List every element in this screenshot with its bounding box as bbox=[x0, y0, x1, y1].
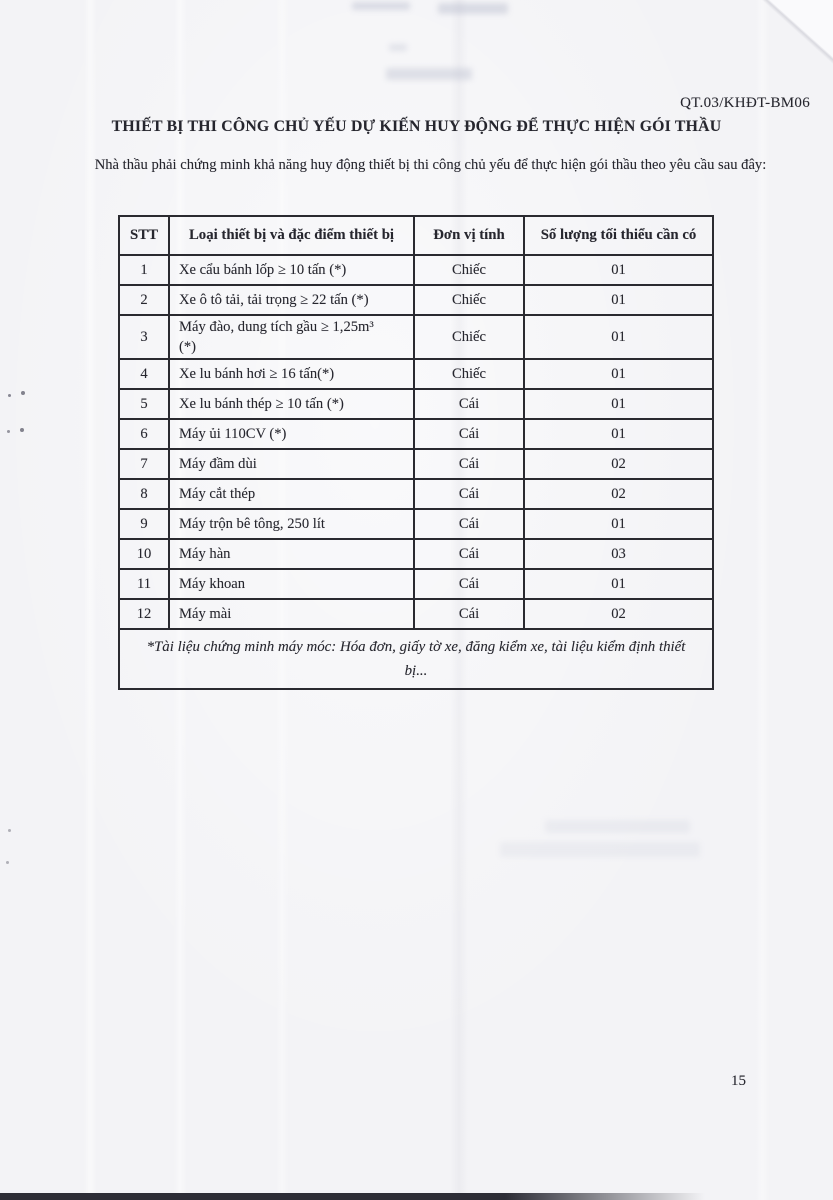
table-row: 7 Máy đầm dùi Cái 02 bbox=[118, 448, 714, 480]
unit-of-measure: Cái bbox=[413, 418, 525, 450]
scan-bottom-edge bbox=[0, 1193, 710, 1200]
equipment-name: Máy đào, dung tích gầu ≥ 1,25m³ (*) bbox=[168, 314, 415, 360]
unit-of-measure: Cái bbox=[413, 568, 525, 600]
table-row: 11 Máy khoan Cái 01 bbox=[118, 568, 714, 600]
equipment-name: Xe lu bánh thép ≥ 10 tấn (*) bbox=[168, 388, 415, 420]
row-index: 4 bbox=[118, 358, 170, 390]
bleedthrough-artifact bbox=[500, 842, 700, 857]
quantity: 03 bbox=[523, 538, 714, 570]
quantity: 02 bbox=[523, 598, 714, 630]
bleedthrough-artifact bbox=[438, 3, 508, 14]
row-index: 2 bbox=[118, 284, 170, 316]
col-header-quantity: Số lượng tối thiểu cần có bbox=[523, 215, 714, 256]
row-index: 6 bbox=[118, 418, 170, 450]
quantity: 01 bbox=[523, 388, 714, 420]
row-index: 3 bbox=[118, 314, 170, 360]
bleedthrough-artifact bbox=[352, 2, 410, 10]
unit-of-measure: Cái bbox=[413, 508, 525, 540]
unit-of-measure: Chiếc bbox=[413, 284, 525, 316]
quantity: 01 bbox=[523, 508, 714, 540]
scan-speck bbox=[8, 394, 11, 397]
quantity: 01 bbox=[523, 254, 714, 286]
unit-of-measure: Cái bbox=[413, 388, 525, 420]
equipment-name: Máy đầm dùi bbox=[168, 448, 415, 480]
col-header-equipment: Loại thiết bị và đặc điểm thiết bị bbox=[168, 215, 415, 256]
unit-of-measure: Cái bbox=[413, 538, 525, 570]
page-title: THIẾT BỊ THI CÔNG CHỦ YẾU DỰ KIẾN HUY ĐỘ… bbox=[111, 118, 722, 135]
row-index: 1 bbox=[118, 254, 170, 286]
page-number: 15 bbox=[731, 1073, 746, 1089]
unit-of-measure: Cái bbox=[413, 598, 525, 630]
unit-of-measure: Chiếc bbox=[413, 314, 525, 360]
unit-of-measure: Cái bbox=[413, 478, 525, 510]
row-index: 5 bbox=[118, 388, 170, 420]
page-corner-fold bbox=[738, 0, 833, 64]
table-row: 5 Xe lu bánh thép ≥ 10 tấn (*) Cái 01 bbox=[118, 388, 714, 420]
equipment-name: Máy trộn bê tông, 250 lít bbox=[168, 508, 415, 540]
table-row: 8 Máy cắt thép Cái 02 bbox=[118, 478, 714, 510]
scan-speck bbox=[6, 861, 9, 864]
row-index: 10 bbox=[118, 538, 170, 570]
table-row: 6 Máy ủi 110CV (*) Cái 01 bbox=[118, 418, 714, 450]
table-footnote: *Tài liệu chứng minh máy móc: Hóa đơn, g… bbox=[118, 628, 714, 690]
unit-of-measure: Chiếc bbox=[413, 358, 525, 390]
quantity: 01 bbox=[523, 358, 714, 390]
bleedthrough-artifact bbox=[389, 44, 407, 51]
row-index: 11 bbox=[118, 568, 170, 600]
scan-speck bbox=[20, 428, 24, 432]
equipment-name: Máy ủi 110CV (*) bbox=[168, 418, 415, 450]
quantity: 01 bbox=[523, 284, 714, 316]
scan-speck bbox=[7, 430, 10, 433]
equipment-table: STT Loại thiết bị và đặc điểm thiết bị Đ… bbox=[118, 215, 714, 690]
table-row: 2 Xe ô tô tải, tải trọng ≥ 22 tấn (*) Ch… bbox=[118, 284, 714, 316]
table-header-row: STT Loại thiết bị và đặc điểm thiết bị Đ… bbox=[118, 215, 714, 256]
table-footnote-row: *Tài liệu chứng minh máy móc: Hóa đơn, g… bbox=[118, 628, 714, 690]
intro-paragraph: Nhà thầu phải chứng minh khả năng huy độ… bbox=[94, 157, 767, 173]
form-code: QT.03/KHĐT-BM06 bbox=[680, 95, 810, 111]
quantity: 02 bbox=[523, 478, 714, 510]
equipment-name: Xe lu bánh hơi ≥ 16 tấn(*) bbox=[168, 358, 415, 390]
quantity: 02 bbox=[523, 448, 714, 480]
equipment-name: Máy khoan bbox=[168, 568, 415, 600]
equipment-name: Máy cắt thép bbox=[168, 478, 415, 510]
col-header-unit: Đơn vị tính bbox=[413, 215, 525, 256]
equipment-name: Xe ô tô tải, tải trọng ≥ 22 tấn (*) bbox=[168, 284, 415, 316]
scan-speck bbox=[8, 829, 11, 832]
table-row: 3 Máy đào, dung tích gầu ≥ 1,25m³ (*) Ch… bbox=[118, 314, 714, 360]
equipment-name: Máy mài bbox=[168, 598, 415, 630]
unit-of-measure: Chiếc bbox=[413, 254, 525, 286]
row-index: 12 bbox=[118, 598, 170, 630]
unit-of-measure: Cái bbox=[413, 448, 525, 480]
row-index: 7 bbox=[118, 448, 170, 480]
row-index: 9 bbox=[118, 508, 170, 540]
table-row: 1 Xe cẩu bánh lốp ≥ 10 tấn (*) Chiếc 01 bbox=[118, 254, 714, 286]
quantity: 01 bbox=[523, 418, 714, 450]
col-header-stt: STT bbox=[118, 215, 170, 256]
table-row: 4 Xe lu bánh hơi ≥ 16 tấn(*) Chiếc 01 bbox=[118, 358, 714, 390]
quantity: 01 bbox=[523, 568, 714, 600]
equipment-name: Xe cẩu bánh lốp ≥ 10 tấn (*) bbox=[168, 254, 415, 286]
table-row: 9 Máy trộn bê tông, 250 lít Cái 01 bbox=[118, 508, 714, 540]
equipment-name: Máy hàn bbox=[168, 538, 415, 570]
bleedthrough-artifact bbox=[386, 68, 472, 80]
table-row: 12 Máy mài Cái 02 bbox=[118, 598, 714, 630]
bleedthrough-artifact bbox=[545, 820, 690, 833]
scan-speck bbox=[21, 391, 25, 395]
row-index: 8 bbox=[118, 478, 170, 510]
quantity: 01 bbox=[523, 314, 714, 360]
table-row: 10 Máy hàn Cái 03 bbox=[118, 538, 714, 570]
